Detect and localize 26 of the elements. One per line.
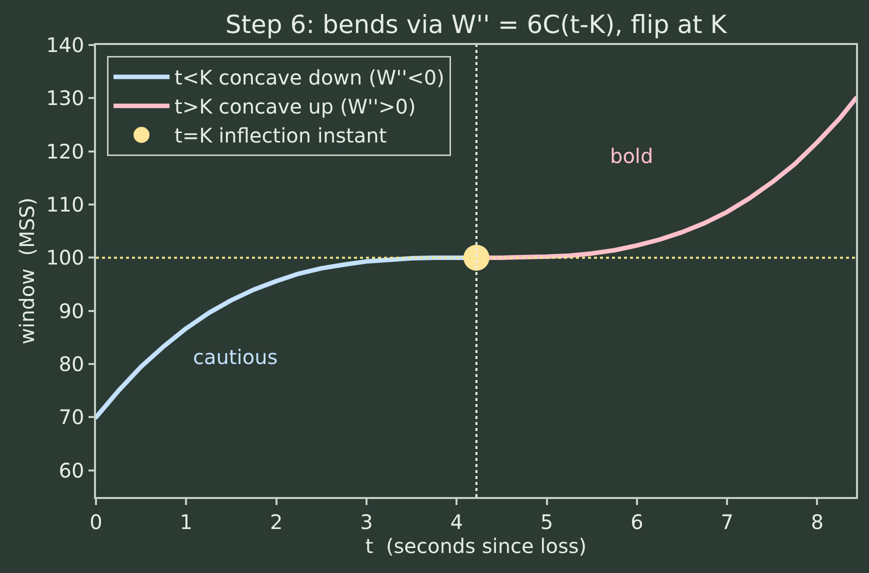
- legend-label: t<K concave down (W''<0): [174, 66, 444, 90]
- y-axis-title: window (MSS): [15, 198, 40, 344]
- y-tick-label: 60: [58, 458, 84, 482]
- x-tick-label: 2: [270, 510, 283, 534]
- x-axis-title: t (seconds since loss): [365, 534, 587, 558]
- x-tick-label: 7: [720, 510, 734, 534]
- x-tick-label: 5: [540, 510, 554, 534]
- y-tick-label: 140: [46, 33, 84, 57]
- y-tick-label: 80: [58, 352, 84, 376]
- x-tick-label: 4: [450, 510, 463, 534]
- x-tick-label: 1: [180, 510, 193, 534]
- x-tick-label: 0: [90, 510, 102, 534]
- x-tick-label: 6: [630, 510, 644, 534]
- annotation: cautious: [193, 345, 278, 369]
- chart-title: Step 6: bends via W'' = 6C(t-K), flip at K: [225, 10, 728, 39]
- y-tick-label: 130: [46, 86, 84, 110]
- y-tick-label: 90: [58, 298, 84, 323]
- legend-label: t>K concave up (W''>0): [174, 94, 416, 119]
- y-tick-label: 70: [58, 405, 84, 430]
- x-tick-label: 8: [810, 510, 824, 534]
- y-tick-label: 100: [46, 246, 84, 270]
- y-tick-label: 110: [46, 192, 84, 217]
- x-tick-label: 3: [360, 510, 373, 534]
- y-tick-label: 120: [46, 139, 84, 164]
- annotation: bold: [610, 144, 654, 168]
- legend-label: t=K inflection instant: [174, 124, 387, 148]
